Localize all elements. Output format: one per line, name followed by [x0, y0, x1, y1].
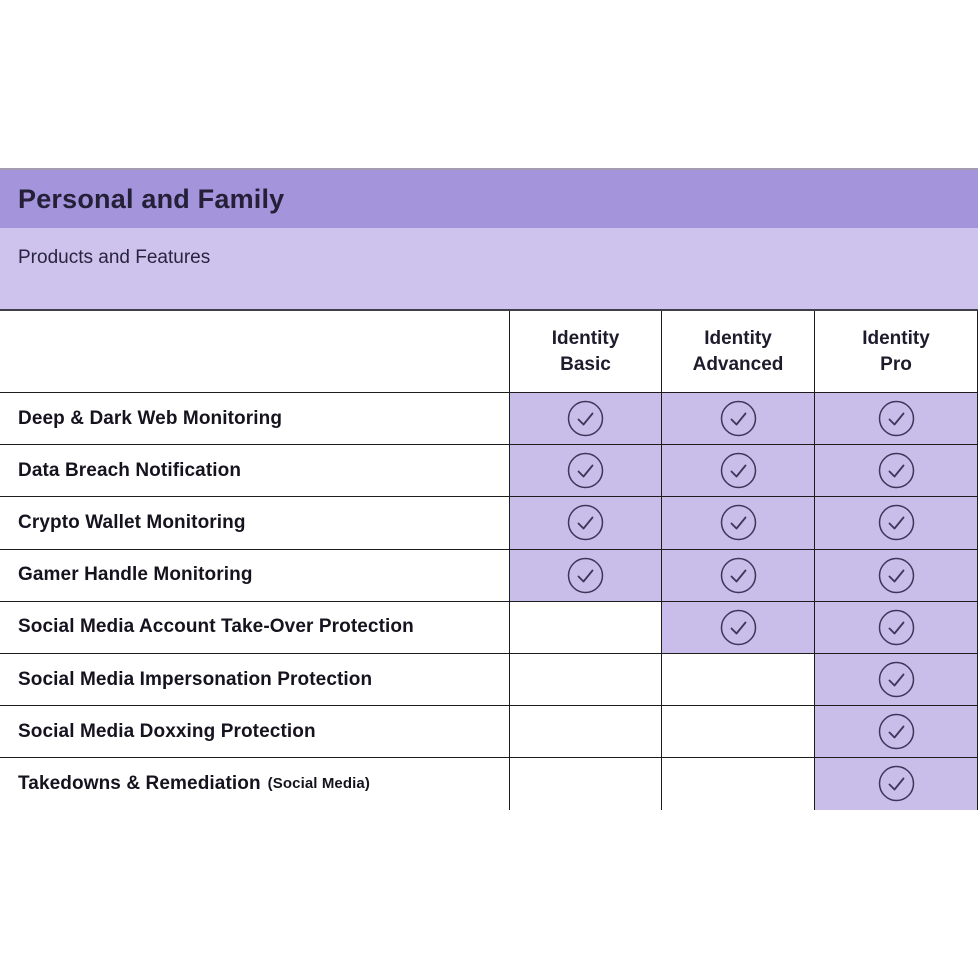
check-icon — [720, 400, 757, 437]
column-header-identity-basic: Identity Basic — [509, 311, 661, 392]
check-icon — [878, 713, 915, 750]
check-cell-pro — [814, 392, 978, 445]
check-cell-pro — [814, 496, 978, 549]
feature-name: Social Media Account Take-Over Protectio… — [18, 616, 414, 638]
feature-name: Gamer Handle Monitoring — [18, 564, 253, 586]
check-cell-basic — [509, 652, 661, 706]
section-title: Personal and Family — [18, 183, 285, 214]
check-cell-pro — [814, 548, 978, 601]
comparison-table: Identity Basic Identity Advanced Identit… — [0, 311, 978, 810]
feature-cell: Deep & Dark Web Monitoring — [0, 392, 509, 445]
feature-name: Social Media Doxxing Protection — [18, 720, 316, 742]
feature-column-header — [0, 311, 509, 392]
feature-cell: Social Media Account Take-Over Protectio… — [0, 600, 509, 653]
feature-cell: Crypto Wallet Monitoring — [0, 496, 509, 549]
check-cell-advanced — [661, 444, 814, 497]
feature-cell: Data Breach Notification — [0, 444, 509, 497]
check-cell-basic — [509, 757, 661, 810]
check-icon — [567, 557, 604, 594]
feature-cell: Social Media Doxxing Protection — [0, 705, 509, 758]
check-icon — [878, 765, 915, 802]
column-header-identity-pro: Identity Pro — [814, 311, 978, 392]
check-icon — [567, 400, 604, 437]
check-icon — [720, 557, 757, 594]
check-icon — [878, 557, 915, 594]
check-icon — [878, 609, 915, 646]
feature-name: Takedowns & Remediation — [18, 772, 261, 794]
column-header-identity-advanced: Identity Advanced — [661, 311, 814, 392]
check-cell-pro — [814, 444, 978, 497]
check-cell-pro — [814, 600, 978, 653]
check-cell-advanced — [661, 600, 814, 653]
check-cell-basic — [509, 444, 661, 497]
check-cell-basic — [509, 600, 661, 653]
check-icon — [878, 504, 915, 541]
check-icon — [720, 452, 757, 489]
feature-name: Social Media Impersonation Protection — [18, 668, 373, 690]
section-header-band: Personal and Family — [0, 168, 978, 228]
check-icon — [567, 452, 604, 489]
check-cell-pro — [814, 652, 978, 706]
check-cell-advanced — [661, 548, 814, 601]
check-icon — [720, 504, 757, 541]
feature-name: Crypto Wallet Monitoring — [18, 511, 246, 533]
feature-cell: Takedowns & Remediation (Social Media) — [0, 757, 509, 810]
check-cell-advanced — [661, 705, 814, 758]
divider-line — [0, 309, 978, 311]
check-cell-advanced — [661, 652, 814, 706]
check-cell-advanced — [661, 757, 814, 810]
feature-name: Data Breach Notification — [18, 459, 242, 481]
check-icon — [878, 452, 915, 489]
check-cell-pro — [814, 757, 978, 810]
check-cell-basic — [509, 548, 661, 601]
check-cell-basic — [509, 496, 661, 549]
feature-note: (Social Media) — [267, 775, 370, 793]
subheader-label: Products and Features — [18, 247, 211, 268]
check-icon — [720, 609, 757, 646]
check-icon — [878, 661, 915, 698]
check-cell-basic — [509, 705, 661, 758]
check-cell-advanced — [661, 392, 814, 445]
check-icon — [567, 504, 604, 541]
feature-name: Deep & Dark Web Monitoring — [18, 407, 283, 429]
check-cell-pro — [814, 705, 978, 758]
check-cell-basic — [509, 392, 661, 445]
check-cell-advanced — [661, 496, 814, 549]
feature-cell: Social Media Impersonation Protection — [0, 652, 509, 706]
subheader-band: Products and Features — [0, 228, 978, 309]
check-icon — [878, 400, 915, 437]
feature-cell: Gamer Handle Monitoring — [0, 548, 509, 601]
